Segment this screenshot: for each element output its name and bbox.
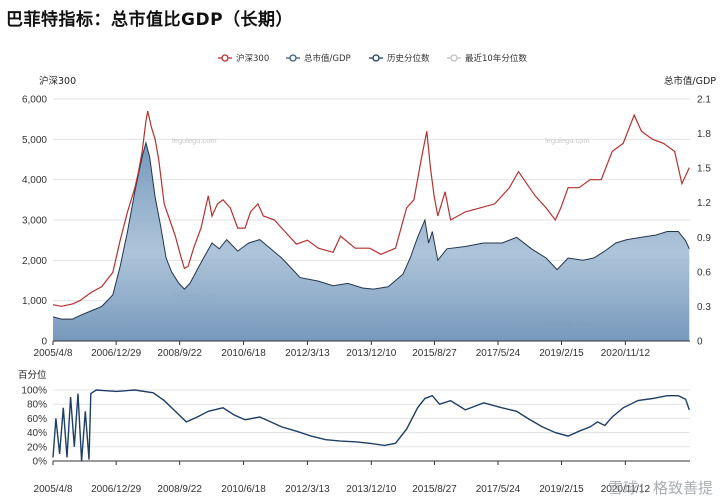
percentile-tick-label: 40%	[27, 428, 47, 439]
percentile-tick-label: 60%	[27, 414, 47, 425]
main-plot: 0 1,000 2,000 3,000 4,000 5,000 6,000 0 0.3 0.6 0.…	[22, 75, 716, 359]
footer-watermark: 雪球：格致善提	[607, 479, 713, 497]
series-line-percentile	[52, 389, 690, 462]
x-tick-label: 2013/12/10	[346, 484, 396, 495]
percentile-tick-label: 80%	[27, 400, 47, 411]
x-tick-label: 2010/6/18	[221, 484, 266, 495]
left-tick-label: 0	[41, 337, 47, 348]
x-tick-label: 2019/2/15	[539, 348, 584, 359]
left-tick-label: 4,000	[22, 175, 47, 186]
x-tick-label: 2006/12/29	[91, 484, 141, 495]
legend: 沪深300 总市值/GDP 历史分位数 最近10年分位数	[218, 53, 527, 64]
x-tick-label: 2017/5/24	[476, 484, 521, 495]
x-tick-label: 2020/11/12	[601, 484, 651, 495]
watermark: legulegu.com	[545, 136, 590, 145]
left-tick-label: 5,000	[22, 135, 47, 146]
percentile-tick-label: 100%	[21, 386, 47, 397]
right-tick-label: 0	[697, 337, 703, 348]
percentile-tick-label: 20%	[27, 442, 47, 453]
legend-marker	[221, 54, 229, 62]
x-tick-label: 2019/2/15	[539, 484, 584, 495]
legend-marker	[450, 54, 458, 62]
right-axis-label: 总市值/GDP	[664, 75, 716, 87]
x-tick-label: 2005/4/8	[34, 348, 73, 359]
watermark: legulegu.com	[172, 136, 217, 145]
percentile-plot: 百分位 0% 20% 40% 60% 80% 100% 2005/4/8 2006/12/29 2…	[18, 369, 690, 495]
x-tick-label: 2010/6/18	[221, 348, 266, 359]
series-line-market-cap-gdp	[52, 140, 690, 320]
series-line-hs300	[52, 110, 690, 307]
legend-label: 历史分位数	[387, 53, 430, 64]
legend-label: 总市值/GDP	[304, 53, 351, 64]
percentile-tick-label: 0%	[33, 457, 48, 468]
right-tick-label: 0.9	[697, 233, 711, 244]
x-tick-label: 2005/4/8	[34, 484, 73, 495]
right-tick-label: 0.3	[697, 302, 711, 313]
series-area-market-cap-gdp	[53, 142, 690, 341]
legend-label: 沪深300	[236, 53, 269, 64]
x-tick-label: 2013/12/10	[346, 348, 396, 359]
x-tick-label: 2017/5/24	[476, 348, 521, 359]
x-tick-label: 2008/9/22	[157, 484, 202, 495]
legend-marker	[289, 54, 297, 62]
left-axis-label: 沪深300	[39, 75, 76, 87]
legend-marker	[372, 54, 380, 62]
percentile-axis-label: 百分位	[18, 369, 47, 381]
left-tick-label: 2,000	[22, 256, 47, 267]
x-tick-label: 2012/3/13	[285, 484, 330, 495]
right-tick-label: 1.5	[697, 164, 711, 175]
left-tick-label: 1,000	[22, 296, 47, 307]
right-tick-label: 2.1	[697, 95, 711, 106]
x-tick-label: 2015/8/27	[412, 484, 457, 495]
x-tick-label: 2015/8/27	[412, 348, 457, 359]
right-tick-label: 1.2	[697, 198, 711, 209]
x-tick-label: 2008/9/22	[157, 348, 202, 359]
page-title: 巴菲特指标：总市值比GDP（长期）	[6, 10, 294, 30]
x-tick-label: 2020/11/12	[601, 348, 651, 359]
left-tick-label: 6,000	[22, 95, 47, 106]
legend-label: 最近10年分位数	[465, 53, 527, 64]
x-tick-label: 2006/12/29	[91, 348, 141, 359]
right-tick-label: 0.6	[697, 267, 711, 278]
right-tick-label: 1.8	[697, 129, 711, 140]
left-tick-label: 3,000	[22, 216, 47, 227]
x-tick-label: 2012/3/13	[285, 348, 330, 359]
